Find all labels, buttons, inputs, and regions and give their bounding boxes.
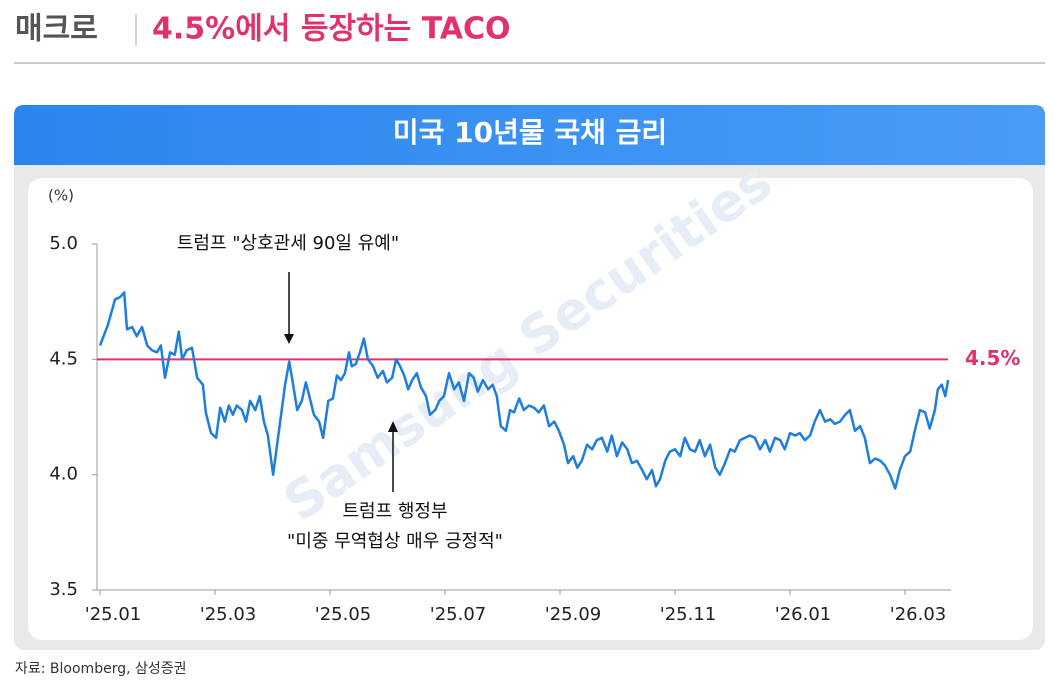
x-tick-label: '25.07	[430, 604, 486, 625]
arrow-head	[284, 334, 294, 344]
x-tick-label: '25.05	[315, 604, 371, 625]
y-tick-label: 4.0	[49, 464, 78, 485]
y-tick-label: 3.5	[49, 579, 78, 600]
source: 자료: Bloomberg, 삼성증권	[15, 661, 187, 677]
annotation: "미중 무역협상 매우 긍정적"	[287, 531, 503, 552]
y-tick-label: 5.0	[49, 233, 78, 254]
y-tick-label: 4.5	[49, 348, 78, 369]
x-tick-label: '25.01	[85, 604, 141, 625]
annotation: 트럼프 행정부	[342, 501, 447, 522]
x-tick-label: '26.03	[890, 604, 946, 625]
x-tick-label: '25.09	[545, 604, 601, 625]
yield-line	[98, 291, 950, 490]
annotation: 트럼프 "상호관세 90일 유예"	[177, 233, 399, 254]
x-tick-label: '26.01	[775, 604, 831, 625]
x-tick-label: '25.03	[200, 604, 256, 625]
x-tick-label: '25.11	[660, 604, 716, 625]
reference-label: 4.5%	[965, 346, 1020, 370]
page-title: 4.5%에서 등장하는 TACO	[152, 12, 511, 47]
arrow-head	[388, 421, 398, 432]
section-label: 매크로	[15, 12, 98, 47]
title-banner	[14, 105, 1045, 165]
y-unit: (%)	[48, 187, 74, 205]
plot-card	[28, 178, 1033, 640]
chart-title: 미국 10년물 국채 금리	[393, 116, 667, 149]
